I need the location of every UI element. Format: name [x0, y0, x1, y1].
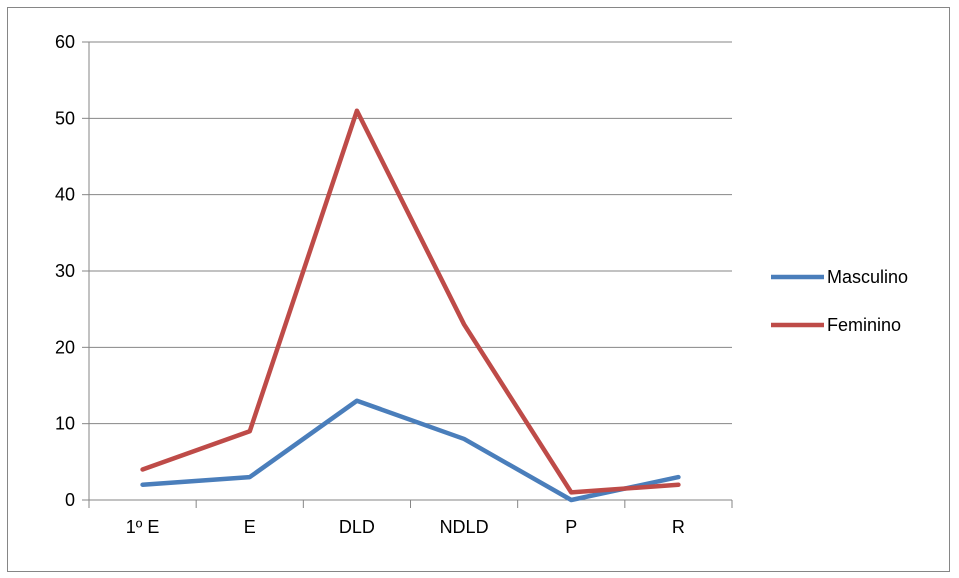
legend: Masculino Feminino [771, 267, 908, 335]
y-tick-label: 30 [55, 261, 75, 281]
axes [82, 41, 733, 508]
y-tick-label: 60 [55, 32, 75, 52]
y-tick-label: 0 [65, 490, 75, 510]
x-tick-label: E [244, 517, 256, 537]
x-tick-label: R [672, 517, 685, 537]
gridlines [89, 41, 732, 425]
series-line-feminino [140, 108, 681, 495]
series-lines [140, 108, 681, 503]
x-tick-labels: 1º E E DLD NDLD P R [126, 517, 685, 537]
y-tick-label: 50 [55, 108, 75, 128]
y-tick-label: 40 [55, 185, 75, 205]
y-tick-label: 10 [55, 414, 75, 434]
legend-label: Feminino [827, 315, 901, 335]
y-tick-labels: 0 10 20 30 40 50 60 [55, 32, 75, 510]
x-tick-label: NDLD [440, 517, 489, 537]
legend-label: Masculino [827, 267, 908, 287]
x-tick-label: DLD [339, 517, 375, 537]
y-tick-label: 20 [55, 337, 75, 357]
series-line-masculino [140, 398, 681, 503]
chart-frame [7, 7, 950, 572]
x-tick-label: 1º E [126, 517, 160, 537]
x-tick-label: P [565, 517, 577, 537]
